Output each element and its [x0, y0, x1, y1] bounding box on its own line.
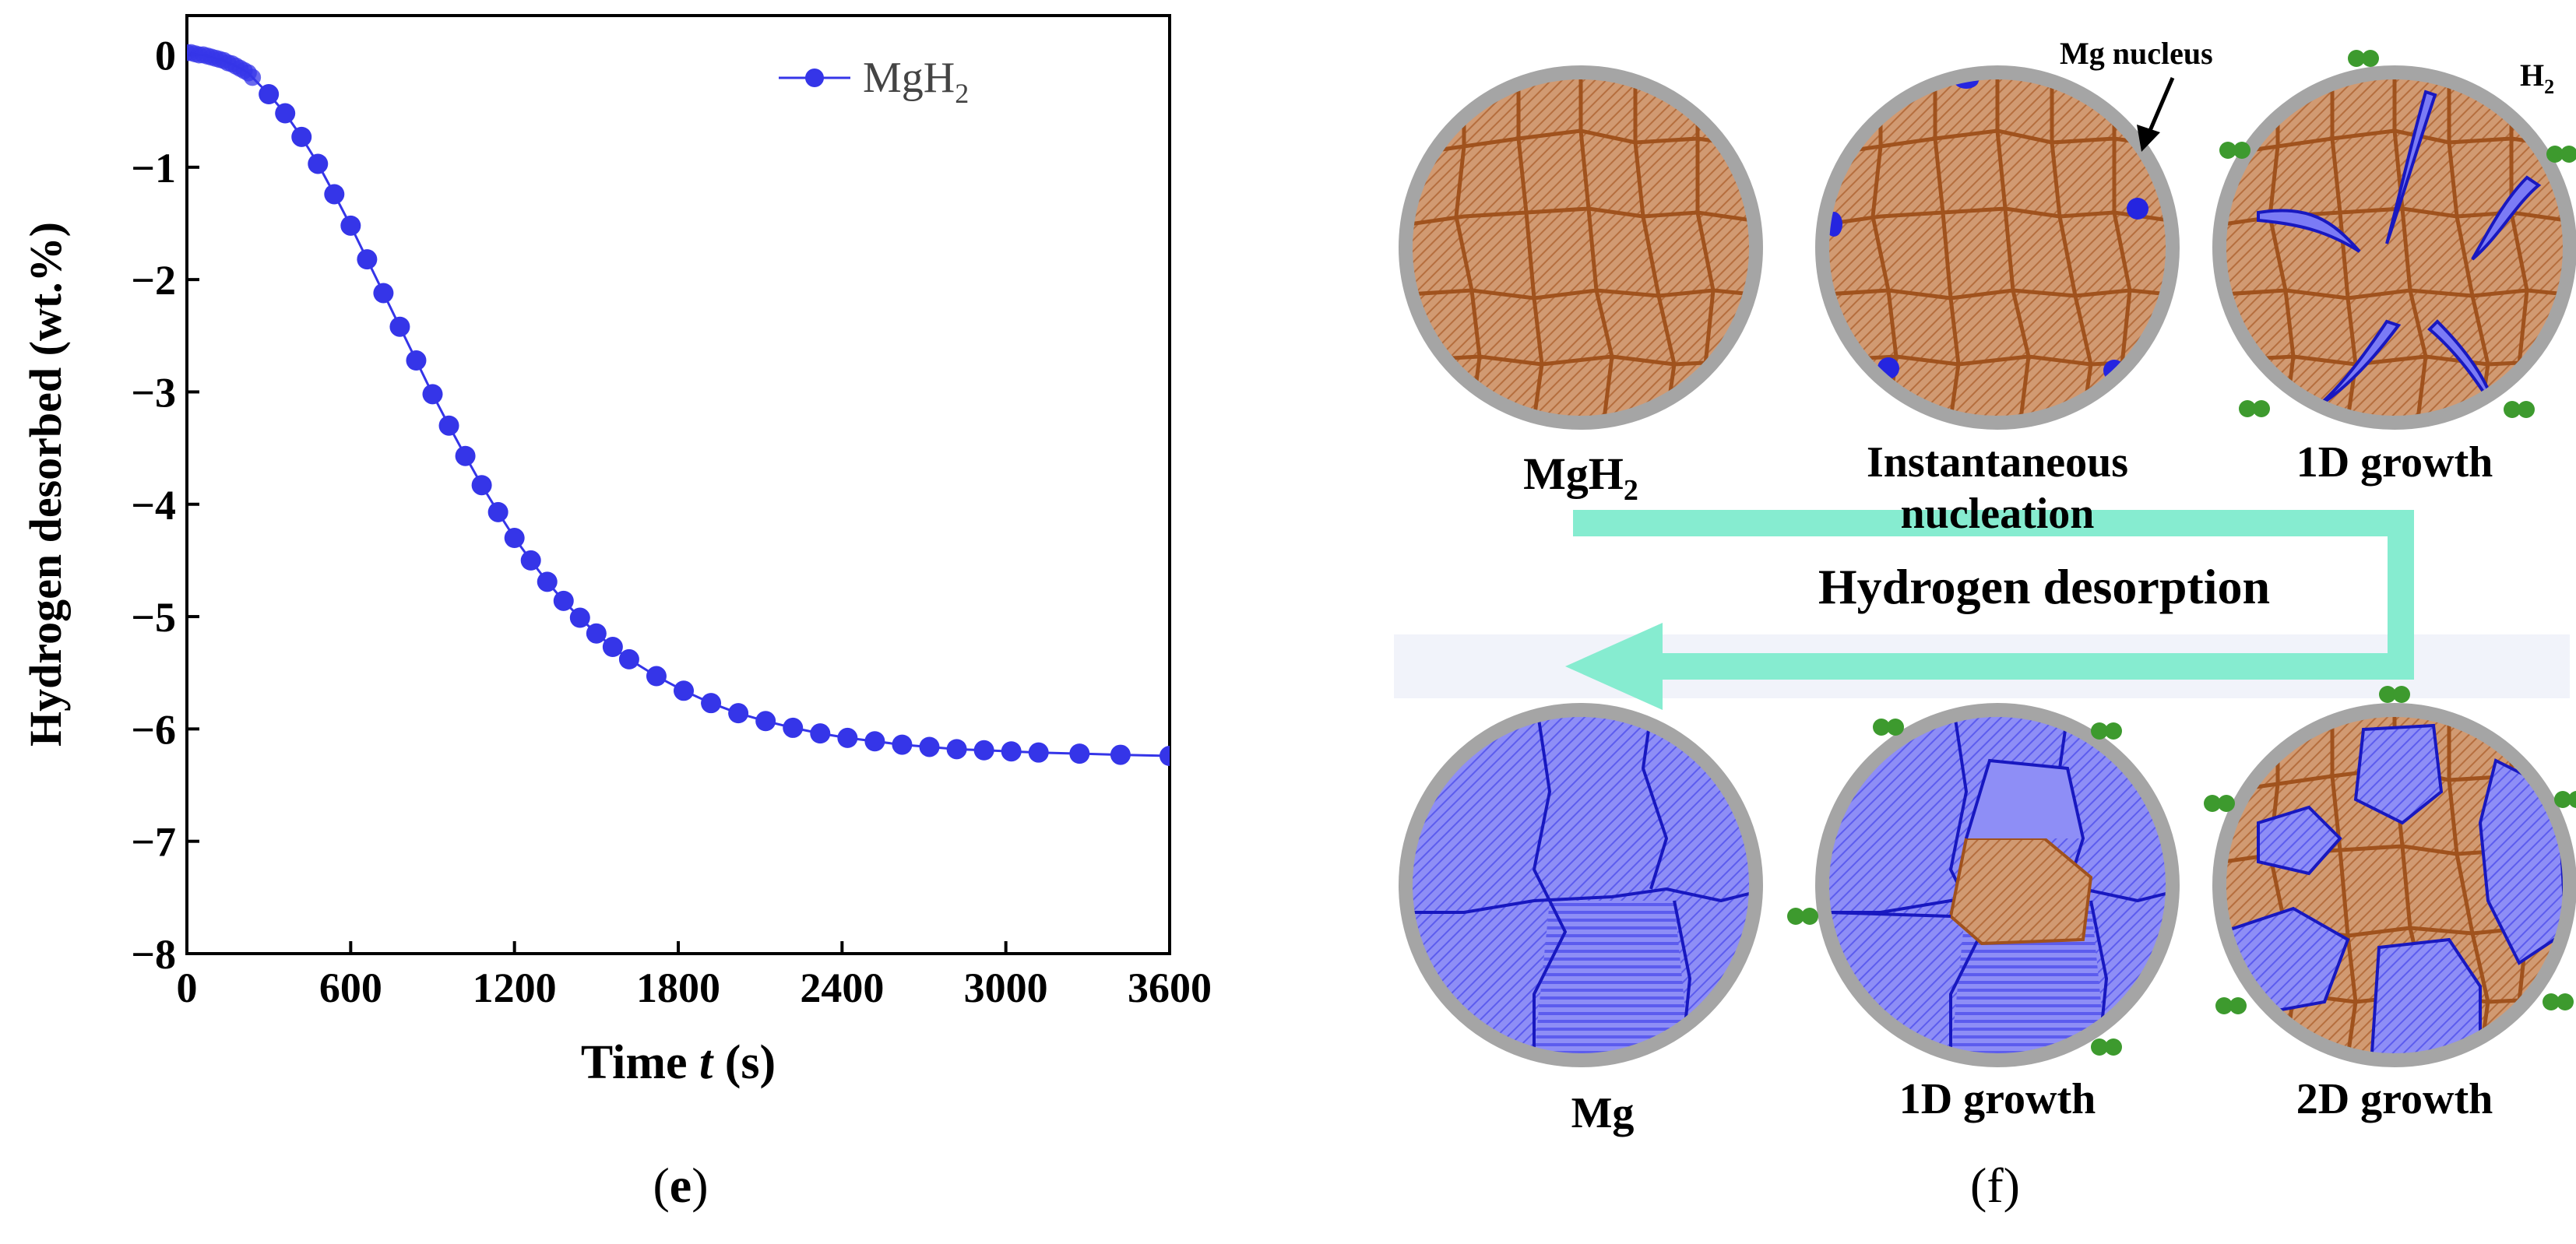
data-point [810, 723, 831, 744]
label-1d-growth-top: 1D growth [2296, 438, 2493, 487]
data-point [357, 249, 378, 270]
data-point [946, 739, 967, 760]
hydrogen-desorption-chart: 0 600 1200 1800 2400 3000 3600 0 −1 −2 −3 −4 −5 −6 −7… [20, 14, 1212, 1089]
data-point [324, 184, 345, 205]
data-point [259, 84, 280, 105]
data-point [618, 648, 639, 669]
x-tick-label: 1200 [473, 965, 557, 1011]
nucleation-particle [1822, 72, 2173, 423]
label-nucleation: nucleation [1901, 490, 2095, 538]
data-point [586, 623, 607, 644]
data-point [275, 103, 296, 124]
data-point [973, 740, 994, 761]
label-mg: Mg [1571, 1089, 1635, 1137]
data-point [389, 316, 410, 337]
label-mgh2: MgH2 [1523, 448, 1638, 507]
x-tick-label: 3000 [964, 965, 1048, 1011]
growth-1d-bottom-particle [1787, 710, 2173, 1060]
mg-nucleus-dot [2127, 198, 2148, 220]
x-tick-label: 0 [177, 965, 198, 1011]
legend-label: MgH2 [863, 54, 969, 109]
data-point [406, 350, 427, 371]
y-axis-label: Hydrogen desorbed (wt.%) [20, 222, 71, 747]
data-point [602, 637, 623, 658]
data-point [837, 727, 858, 748]
data-point [471, 475, 492, 496]
label-mg-nucleus: Mg nucleus [2060, 36, 2213, 71]
x-axis-label: Time t (s) [581, 1036, 776, 1089]
data-point [1069, 743, 1090, 764]
x-tick-label: 3600 [1128, 965, 1212, 1011]
data-point [1160, 746, 1170, 767]
y-tick-label: 0 [155, 33, 176, 79]
data-point [892, 734, 913, 755]
label-1d-growth-bottom: 1D growth [1899, 1075, 2096, 1123]
data-point [701, 693, 722, 714]
data-point [1110, 744, 1131, 765]
x-tick-label: 600 [319, 965, 382, 1011]
mg-nucleus-pointer [2137, 77, 2175, 152]
y-tick-label: −1 [131, 145, 176, 192]
data-point [438, 415, 459, 436]
y-tick-label: −3 [131, 369, 176, 416]
data-point [728, 703, 749, 724]
label-h2: H2 [2520, 58, 2554, 98]
panel-label-f: (f) [1970, 1158, 2020, 1213]
data-point [1001, 741, 1022, 762]
data-point [1028, 742, 1049, 763]
data-point [864, 731, 885, 752]
data-point [308, 153, 329, 174]
x-tick-label: 2400 [800, 965, 884, 1011]
label-instantaneous: Instantaneous [1867, 438, 2128, 487]
data-point [422, 384, 443, 405]
y-tick-label: −5 [131, 594, 176, 641]
data-point [520, 550, 541, 571]
y-tick-label: −8 [131, 931, 176, 978]
data-point [919, 736, 940, 757]
data-point [553, 590, 574, 611]
y-tick-label: −7 [131, 819, 176, 866]
arrow-label: Hydrogen desorption [1818, 559, 2270, 614]
y-axis-ticks: 0 −1 −2 −3 −4 −5 −6 −7 −8 [131, 33, 199, 978]
mg-particle [1406, 710, 1756, 1060]
data-point [455, 445, 476, 466]
data-point [674, 680, 695, 701]
chart-legend: MgH2 [779, 54, 969, 109]
data-point [244, 69, 262, 86]
mgh2-series-points [187, 44, 1170, 767]
mgh2-particle [1406, 72, 1756, 423]
y-tick-label: −4 [131, 482, 176, 529]
data-point [646, 666, 667, 687]
data-point [783, 717, 804, 738]
data-point [537, 571, 558, 592]
data-point [569, 607, 590, 628]
label-2d-growth: 2D growth [2296, 1075, 2493, 1123]
legend-marker [805, 69, 824, 87]
data-point [340, 215, 361, 236]
data-point [487, 501, 509, 522]
data-point [291, 126, 312, 147]
x-tick-label: 1800 [636, 965, 720, 1011]
panel-label-e: (e) [653, 1158, 709, 1213]
data-point [755, 711, 776, 732]
x-axis-ticks: 0 600 1200 1800 2400 3000 3600 [177, 941, 1212, 1011]
growth-1d-top-particle [2219, 50, 2576, 423]
data-point [504, 528, 525, 549]
y-tick-label: −2 [131, 257, 176, 304]
desorption-arrow [1565, 510, 2414, 710]
growth-2d-particle [2204, 686, 2576, 1064]
y-tick-label: −6 [131, 706, 176, 753]
data-point [373, 283, 394, 304]
